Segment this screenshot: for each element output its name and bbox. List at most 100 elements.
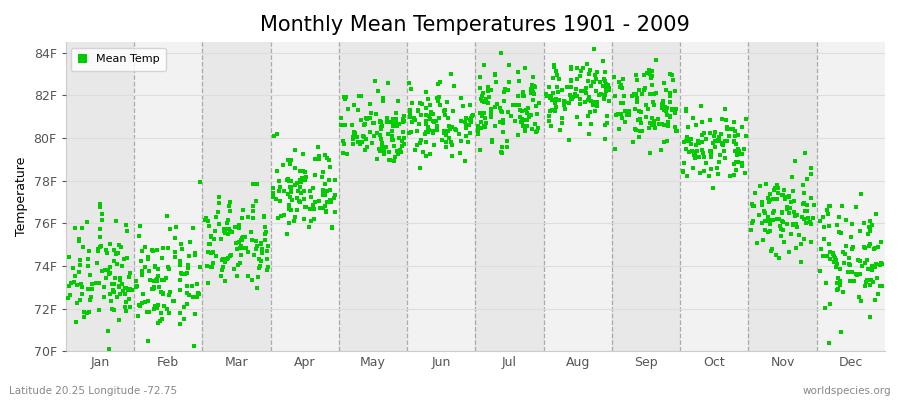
Point [116, 256, 130, 262]
Point [426, 130, 440, 136]
Point [397, 118, 411, 125]
Point [129, 278, 143, 284]
Point [383, 157, 398, 163]
Point [782, 192, 796, 199]
Point [582, 109, 597, 115]
Point [91, 246, 105, 252]
Point [292, 168, 307, 174]
Point [852, 228, 867, 234]
Point [637, 87, 652, 93]
Point [652, 120, 666, 127]
Point [270, 168, 284, 174]
Point [612, 126, 626, 132]
Point [679, 146, 693, 153]
Point [836, 249, 850, 256]
Point [830, 287, 844, 293]
Point [738, 116, 752, 122]
Point [166, 297, 181, 304]
Point [703, 148, 717, 154]
Point [688, 122, 703, 128]
Point [402, 130, 417, 136]
Point [312, 156, 327, 162]
Point [293, 190, 308, 196]
Point [184, 283, 199, 290]
Point [854, 191, 868, 197]
Point [84, 294, 98, 300]
Point [756, 237, 770, 244]
Point [176, 246, 190, 252]
Point [266, 185, 280, 192]
Point [550, 84, 564, 91]
Point [82, 248, 96, 254]
Point [770, 185, 785, 191]
Point [405, 119, 419, 126]
Point [498, 86, 512, 92]
Point [174, 269, 188, 276]
Point [796, 200, 810, 207]
Point [241, 214, 256, 220]
Point [421, 127, 436, 133]
Point [662, 70, 677, 77]
Point [718, 155, 733, 161]
Point [306, 202, 320, 209]
Point [402, 107, 417, 114]
Point [590, 76, 604, 82]
Point [870, 291, 885, 297]
Point [374, 124, 388, 130]
Point [327, 194, 341, 201]
Point [419, 118, 434, 124]
Point [104, 298, 119, 305]
Point [542, 118, 556, 124]
Point [868, 245, 882, 252]
Point [584, 82, 598, 89]
Point [822, 222, 836, 229]
Point [775, 209, 789, 215]
Point [563, 84, 578, 90]
Point [804, 221, 818, 228]
Point [842, 254, 856, 261]
Point [284, 178, 298, 184]
Point [824, 249, 838, 255]
Point [734, 163, 749, 169]
Point [418, 120, 433, 126]
Point [489, 79, 503, 86]
Point [722, 133, 736, 139]
Point [206, 236, 220, 242]
Point [324, 224, 338, 230]
Point [528, 129, 543, 135]
Point [727, 138, 742, 144]
Point [338, 122, 352, 129]
Point [99, 247, 113, 253]
Point [775, 192, 789, 198]
Point [269, 196, 284, 203]
Point [212, 221, 226, 227]
Point [727, 161, 742, 167]
Point [719, 124, 733, 131]
Point [305, 202, 320, 208]
Point [474, 112, 489, 119]
Point [282, 202, 296, 208]
Point [659, 87, 673, 93]
Point [579, 85, 593, 91]
Point [201, 249, 215, 255]
Point [562, 100, 576, 106]
Point [627, 126, 642, 132]
Point [732, 151, 746, 158]
Point [461, 138, 475, 145]
Point [844, 234, 859, 240]
Point [756, 208, 770, 214]
Point [815, 253, 830, 259]
Point [684, 148, 698, 154]
Point [419, 153, 434, 160]
Point [665, 106, 680, 112]
Point [427, 128, 441, 134]
Point [658, 104, 672, 110]
Point [191, 290, 205, 296]
Point [308, 172, 322, 179]
Point [464, 117, 478, 123]
Point [260, 256, 274, 262]
Point [148, 303, 162, 309]
Point [528, 84, 543, 90]
Point [336, 138, 350, 144]
Point [776, 226, 790, 233]
